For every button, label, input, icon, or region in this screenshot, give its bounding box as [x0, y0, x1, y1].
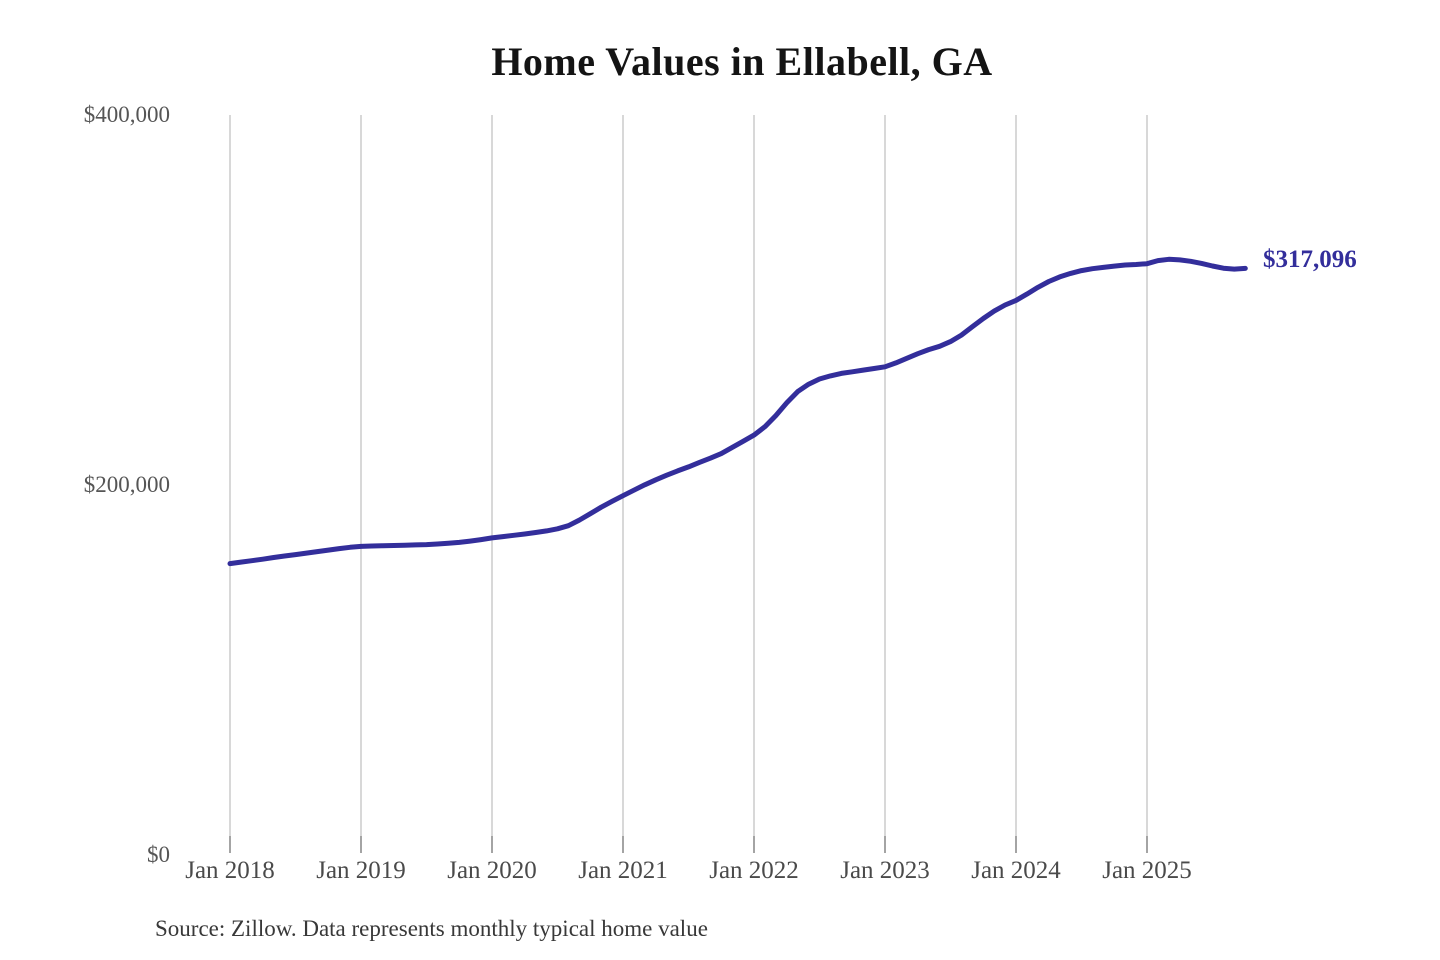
x-axis-label-jan-2023: Jan 2023 — [840, 857, 930, 884]
latest-value-label: $317,096 — [1263, 246, 1357, 273]
y-axis-label-0: $0 — [147, 842, 170, 867]
y-axis-label-400000: $400,000 — [83, 102, 170, 127]
source-note: Source: Zillow. Data represents monthly … — [155, 916, 708, 941]
y-axis-label-200000: $200,000 — [83, 472, 170, 497]
x-axis-label-jan-2025: Jan 2025 — [1102, 857, 1192, 884]
x-axis-label-jan-2024: Jan 2024 — [971, 857, 1061, 884]
x-axis-label-jan-2019: Jan 2019 — [316, 857, 406, 884]
x-axis-label-jan-2022: Jan 2022 — [709, 857, 799, 884]
chart-title: Home Values in Ellabell, GA — [491, 39, 993, 84]
home-value-line-series — [227, 256, 1248, 567]
x-axis-label-jan-2018: Jan 2018 — [185, 857, 275, 884]
x-axis-label-jan-2020: Jan 2020 — [447, 857, 537, 884]
x-axis-label-jan-2021: Jan 2021 — [578, 857, 668, 884]
